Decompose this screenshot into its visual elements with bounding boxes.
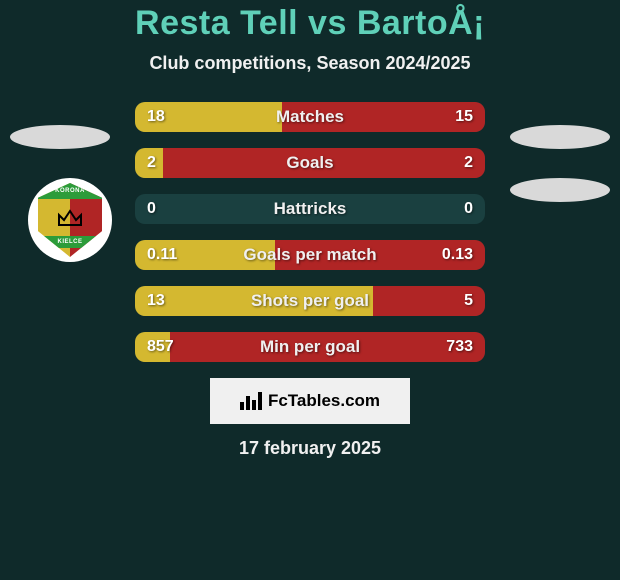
stat-value-right: 2 [464,148,473,178]
crest-top-band: KORONA [38,183,102,199]
stat-rows: 18 Matches 15 2 Goals 2 0 Hattricks 0 0.… [135,102,485,362]
stat-label: Shots per goal [135,286,485,316]
stat-label: Goals per match [135,240,485,270]
stat-value-right: 0.13 [442,240,473,270]
crown-icon [57,209,83,227]
stat-value-right: 5 [464,286,473,316]
stat-label: Matches [135,102,485,132]
left-placeholder-ellipse [10,125,110,149]
stat-row: 18 Matches 15 [135,102,485,132]
logo-text: FcTables.com [268,391,380,411]
page-title: Resta Tell vs BartoÅ¡ [0,4,620,43]
crest-bottom-band: KIELCE [38,236,102,248]
page-subtitle: Club competitions, Season 2024/2025 [0,53,620,74]
stat-value-right: 15 [455,102,473,132]
fctables-logo: FcTables.com [210,378,410,424]
stat-value-right: 733 [446,332,473,362]
stat-row: 2 Goals 2 [135,148,485,178]
team-left-badge: KORONA KIELCE [28,178,112,262]
bars-icon [240,392,262,410]
crest-top-text: KORONA [55,188,85,194]
right-placeholder-ellipse-1 [510,125,610,149]
stat-value-right: 0 [464,194,473,224]
stat-label: Hattricks [135,194,485,224]
stat-row: 857 Min per goal 733 [135,332,485,362]
stat-row: 0.11 Goals per match 0.13 [135,240,485,270]
stat-row: 0 Hattricks 0 [135,194,485,224]
stat-label: Min per goal [135,332,485,362]
crest-icon: KORONA KIELCE [38,183,102,257]
crest-bottom-text: KIELCE [57,239,82,245]
infographic-date: 17 february 2025 [0,438,620,459]
comparison-infographic: Resta Tell vs BartoÅ¡ Club competitions,… [0,0,620,580]
stat-label: Goals [135,148,485,178]
stat-row: 13 Shots per goal 5 [135,286,485,316]
right-placeholder-ellipse-2 [510,178,610,202]
